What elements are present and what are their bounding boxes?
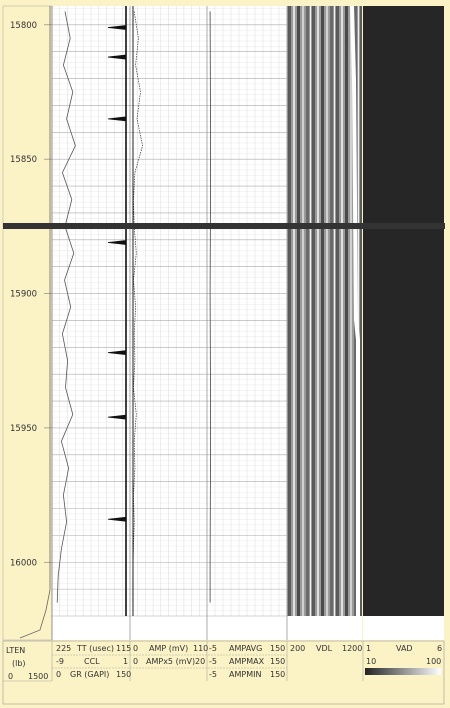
vdl-left: 200	[290, 644, 305, 653]
section-break-line	[3, 223, 445, 229]
depth-tick-label: 15950	[10, 424, 37, 434]
ampmax-left: -5	[209, 657, 217, 666]
ccl-right: 1	[123, 657, 128, 666]
depth-tick-label: 15900	[10, 290, 37, 300]
ampavg-label: AMPAVG	[229, 644, 262, 653]
gr-curve	[56, 11, 76, 603]
amp-right: 110	[193, 644, 208, 653]
ccl-spike	[107, 240, 127, 245]
ampavg-right: 150	[270, 644, 285, 653]
vad-scale-right: 100	[426, 657, 441, 666]
ampx5-right: 20	[195, 657, 205, 666]
vdl-right: 1200	[342, 644, 362, 653]
lten-unit: (lb)	[12, 659, 26, 668]
tt-left: 225	[56, 644, 71, 653]
ampavg-left: -5	[209, 644, 217, 653]
lten-label: LTEN	[6, 646, 25, 655]
vad-color-scale	[365, 668, 441, 675]
lten-max: 1500	[28, 672, 48, 681]
grid-lines	[51, 6, 288, 640]
ampx5-label: AMPx5 (mV)	[146, 657, 195, 666]
vad-label: VAD	[396, 644, 413, 653]
ampavg-curve	[209, 11, 212, 603]
depth-ticks: 15800 15850 15900 15950 16000	[10, 21, 52, 568]
ccl-spike	[107, 516, 127, 522]
amp-label: AMP (mV)	[149, 644, 188, 653]
ccl-left: -9	[56, 657, 64, 666]
ccl-spike	[107, 414, 127, 420]
gr-left: 0	[56, 670, 61, 679]
depth-tick-label: 15800	[10, 21, 37, 31]
lten-curve	[19, 6, 51, 639]
vad-scale-left: 10	[366, 657, 376, 666]
ampmin-right: 150	[270, 670, 285, 679]
ampmin-left: -5	[209, 670, 217, 679]
ccl-spike	[107, 350, 127, 356]
ampmax-label: AMPMAX	[229, 657, 265, 666]
track-header: LTEN (lb) 0 1500 225 TT (usec) 115 -9 CC…	[2, 640, 445, 705]
gr-label: GR (GAPI)	[70, 670, 109, 679]
vad-left: 1	[366, 644, 371, 653]
tt-label: TT (usec)	[76, 644, 114, 653]
gr-right: 150	[116, 670, 131, 679]
vad-right: 6	[437, 644, 442, 653]
ampx5-left: 0	[133, 657, 138, 666]
ccl-label: CCL	[84, 657, 100, 666]
tt-right: 115	[116, 644, 131, 653]
depth-tick-label: 16000	[10, 558, 37, 568]
ccl-spike	[107, 116, 127, 122]
ampmin-label: AMPMIN	[229, 670, 261, 679]
amp-curve	[132, 11, 143, 603]
ccl-spike	[107, 25, 127, 30]
vdl-label: VDL	[316, 644, 333, 653]
lten-min: 0	[8, 672, 13, 681]
log-curves	[19, 5, 360, 639]
ccl-spike	[107, 54, 127, 60]
ampmax-right: 150	[270, 657, 285, 666]
vad-casing-line	[350, 5, 360, 616]
amp-left: 0	[133, 644, 138, 653]
vdl-track	[287, 6, 362, 616]
depth-tick-label: 15850	[10, 155, 37, 165]
vad-track	[363, 6, 444, 616]
